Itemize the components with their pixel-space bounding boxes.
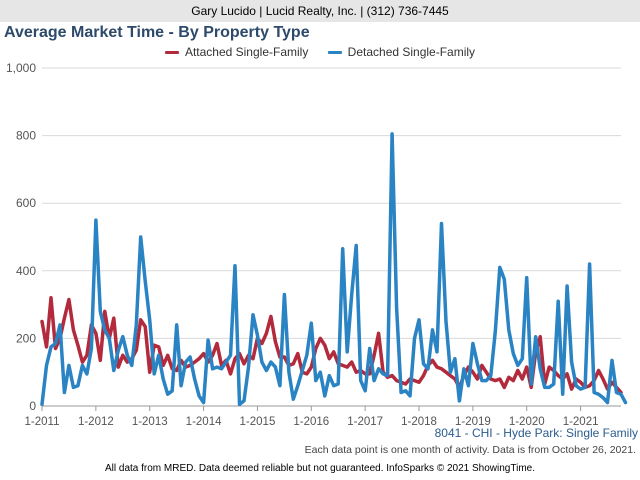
y-tick-label: 200 [16, 331, 36, 345]
y-tick-label: 600 [16, 196, 36, 210]
chart-subtitle: 8041 - CHI - Hyde Park: Single Family [434, 426, 638, 440]
legend-label-attached: Attached Single-Family [184, 45, 309, 59]
chart-title: Average Market Time - By Property Type [4, 24, 310, 41]
legend-item-attached[interactable]: Attached Single-Family [164, 45, 309, 59]
x-tick-label: 1-2019 [455, 416, 491, 428]
series-line-detached [40, 132, 628, 407]
x-tick-label: 1-2012 [78, 416, 114, 428]
agent-header: Gary Lucido | Lucid Realty, Inc. | (312)… [0, 0, 640, 22]
legend-label-detached: Detached Single-Family [347, 45, 476, 59]
legend: Attached Single-Family Detached Single-F… [0, 45, 640, 59]
y-tick-label: 800 [16, 129, 36, 143]
data-note: Each data point is one month of activity… [304, 444, 636, 456]
x-tick-label: 1-2021 [563, 416, 599, 428]
footer-credit: All data from MRED. Data deemed reliable… [104, 463, 535, 474]
series-lines [40, 132, 628, 407]
legend-swatch-detached [327, 51, 342, 55]
x-tick-label: 1-2015 [240, 416, 276, 428]
x-tick-label: 1-2011 [25, 416, 60, 428]
x-tick-label: 1-2014 [186, 416, 222, 428]
x-tick-label: 1-2020 [509, 416, 545, 428]
legend-item-detached[interactable]: Detached Single-Family [327, 45, 476, 59]
y-tick-label: 1,000 [6, 61, 36, 75]
legend-swatch-attached [164, 51, 179, 55]
x-axis-labels: 1-2011 1-2012 1-2013 1-2014 1-2015 1-2016 1-20… [25, 406, 599, 428]
x-tick-label: 1-2018 [401, 416, 437, 428]
y-tick-label: 0 [29, 399, 36, 413]
x-tick-label: 1-2017 [347, 416, 383, 428]
y-axis-labels: 0 200 400 600 800 1,000 [6, 61, 36, 413]
y-tick-label: 400 [16, 264, 36, 278]
x-tick-label: 1-2016 [293, 416, 329, 428]
series-line-attached [40, 296, 623, 395]
x-tick-label: 1-2013 [132, 416, 168, 428]
